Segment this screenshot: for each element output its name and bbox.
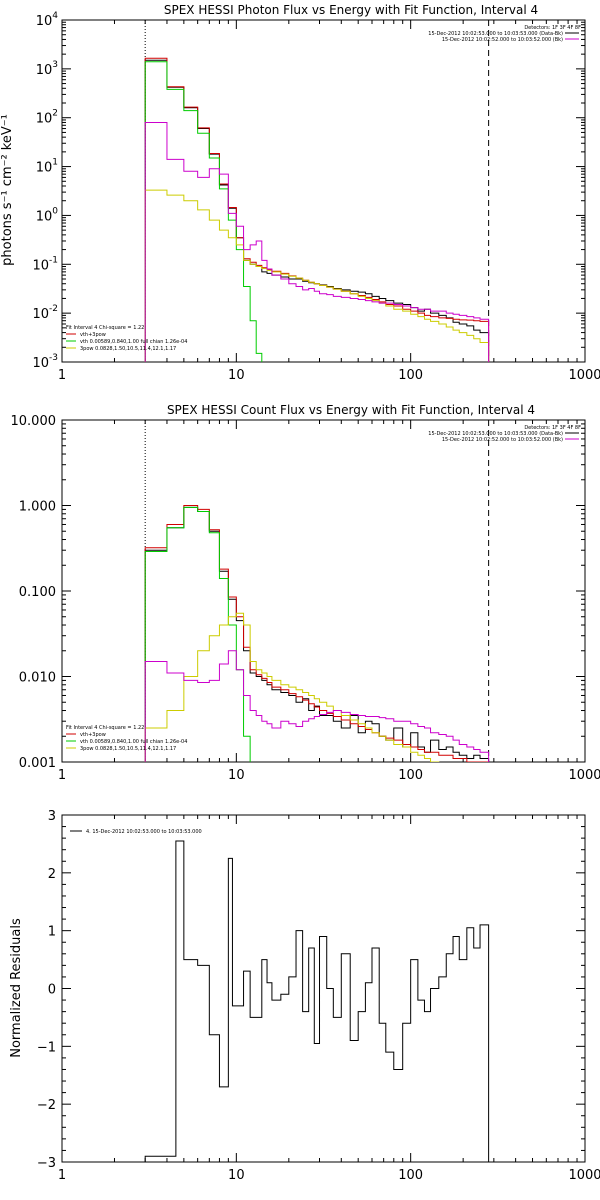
series-vth-3pow	[144, 505, 490, 762]
x-tick-label: 1	[58, 768, 66, 783]
legend-top-entry: 15-Dec-2012 10:02:52.000 to 10:03:52.000…	[442, 437, 563, 443]
series-vth-3pow	[144, 57, 490, 362]
legend-bottom-entry: Fit Interval 4 Chi-square = 1.22	[66, 725, 144, 731]
y-tick-exponent: 1	[52, 158, 58, 168]
count-flux-title: SPEX HESSI Count Flux vs Energy with Fit…	[167, 403, 535, 417]
legend-top-entry: 15-Dec-2012 10:02:52.000 to 10:03:52.000…	[442, 37, 563, 43]
legend-bottom-entry: 3pow 0.0828,1.50,10.5,11.4,12.1,1.17	[80, 346, 176, 352]
y-tick-label: 3	[48, 809, 56, 824]
legend-bottom-entry: vth+3pow	[80, 732, 106, 738]
y-tick-exponent: -3	[49, 353, 58, 363]
y-tick-label: 0.010	[19, 671, 56, 686]
series-data-bk	[144, 506, 490, 762]
y-tick-label: −2	[37, 1098, 56, 1113]
series-group	[144, 505, 490, 762]
y-tick-label: 1	[48, 925, 56, 940]
photon-flux-y-axis-label: photons s⁻¹ cm⁻² keV⁻¹	[0, 114, 15, 266]
y-tick-exponent: 2	[52, 109, 58, 119]
legend-bottom-entry: vth 0.00589,0.840,1.00 full chian 1.26e-…	[80, 739, 187, 745]
x-tick-label: 10	[228, 768, 245, 783]
y-tick-label: 104	[36, 11, 59, 29]
y-tick-exponent: 3	[52, 60, 58, 70]
series-group	[144, 840, 490, 1162]
series-vth	[144, 61, 263, 362]
x-tick-label: 100	[398, 768, 423, 783]
y-tick-exponent: 0	[52, 206, 58, 216]
legend-top-entry: Detectors: 1F 3F 4F 8F	[524, 425, 581, 431]
x-tick-label: 100	[398, 368, 423, 383]
plot-frame	[61, 19, 586, 363]
y-tick-label: 0	[48, 983, 56, 998]
series-3pow	[144, 189, 490, 362]
x-tick-label: 1	[58, 368, 66, 383]
legend-top-entry: 15-Dec-2012 10:02:53.000 to 10:03:53.000…	[428, 431, 563, 437]
y-tick-label: −1	[37, 1040, 56, 1055]
photon-flux-title: SPEX HESSI Photon Flux vs Energy with Fi…	[164, 3, 538, 17]
x-tick-label: 1000	[568, 1168, 600, 1183]
legend-bottom-entry: vth+3pow	[80, 332, 106, 338]
residuals-panel: Normalized Residuals 1 10 100 1000 −3 −2 −1 0 1 2…	[9, 809, 600, 1183]
y-tick-label: 101	[36, 158, 58, 176]
y-tick-label: 10.000	[11, 414, 57, 429]
y-tick-exponent: -1	[49, 255, 58, 265]
y-tick-label: 10-2	[32, 304, 58, 322]
x-tick-label: 1000	[568, 368, 600, 383]
y-tick-label: 10-3	[32, 353, 58, 371]
legend-bottom-entry: 3pow 0.0828,1.50,10.5,11.4,12.1,1.17	[80, 746, 176, 752]
y-tick-label: 2	[48, 867, 56, 882]
x-tick-label: 10	[228, 1168, 245, 1183]
plot-frame	[61, 814, 586, 1163]
y-tick-label: 1.000	[19, 500, 56, 515]
series-group	[144, 57, 490, 362]
y-tick-label: 0.001	[19, 756, 56, 771]
legend-top-entry: 15-Dec-2012 10:02:53.000 to 10:03:53.000…	[428, 31, 563, 37]
y-tick-label: 100	[36, 206, 59, 224]
series-3pow	[144, 612, 440, 762]
count-flux-panel: SPEX HESSI Count Flux vs Energy with Fit…	[11, 403, 600, 783]
y-tick-label: −3	[37, 1156, 56, 1171]
series-bk	[144, 121, 490, 362]
x-tick-label: 1	[58, 1168, 66, 1183]
x-tick-label: 10	[228, 368, 245, 383]
y-tick-label: 102	[36, 109, 58, 127]
y-tick-exponent: 4	[52, 11, 58, 21]
y-tick-label: 10-1	[32, 255, 58, 273]
photon-flux-panel: SPEX HESSI Photon Flux vs Energy with Fi…	[0, 3, 600, 383]
residuals-y-axis-label: Normalized Residuals	[9, 918, 24, 1058]
legend-top-entry: 4. 15-Dec-2012 10:02:53.000 to 10:03:53.…	[86, 829, 202, 835]
legend-top-entry: Detectors: 1F 3F 4F 8F	[524, 25, 581, 31]
legend-bottom-entry: vth 0.00589,0.840,1.00 full chian 1.26e-…	[80, 339, 187, 345]
legend-bottom-entry: Fit Interval 4 Chi-square = 1.22	[66, 325, 144, 331]
series-bk	[144, 650, 490, 762]
y-tick-label: 103	[36, 60, 58, 78]
y-tick-exponent: -2	[49, 304, 58, 314]
x-tick-label: 1000	[568, 768, 600, 783]
x-tick-label: 100	[398, 1168, 423, 1183]
y-tick-label: 0.100	[19, 585, 56, 600]
series-4-15-dec-2012-10-02-53-000-to-10-03-53-000	[144, 840, 490, 1162]
